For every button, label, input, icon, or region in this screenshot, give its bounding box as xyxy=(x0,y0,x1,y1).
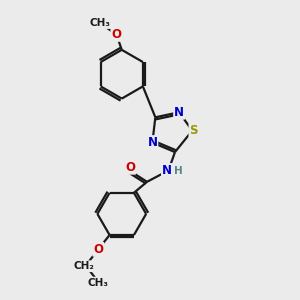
Text: S: S xyxy=(189,124,198,137)
Text: CH₃: CH₃ xyxy=(88,278,109,288)
Text: O: O xyxy=(111,28,122,41)
Text: CH₂: CH₂ xyxy=(74,261,95,271)
Text: O: O xyxy=(93,243,103,256)
Text: CH₃: CH₃ xyxy=(90,18,111,28)
Text: N: N xyxy=(174,106,184,119)
Text: N: N xyxy=(162,164,172,177)
Text: O: O xyxy=(125,161,135,174)
Text: N: N xyxy=(147,136,158,149)
Text: H: H xyxy=(175,166,183,176)
